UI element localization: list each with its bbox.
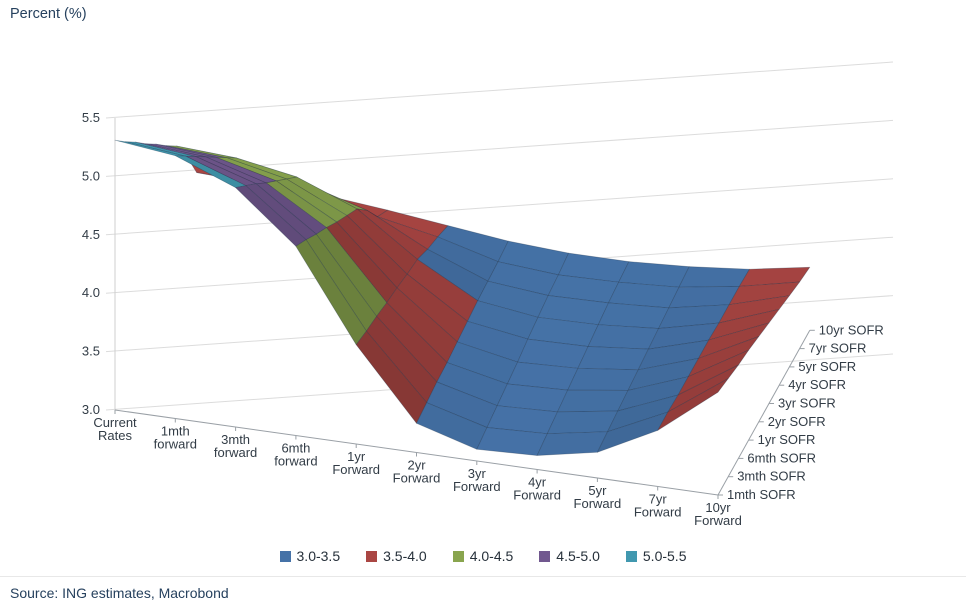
gridline (105, 178, 894, 236)
x-tick-label: 10yr Forward (694, 500, 742, 528)
chart-title: Percent (%) (10, 6, 87, 22)
x-tick-label: 1yr Forward (332, 449, 380, 477)
surface-cell (678, 266, 750, 288)
x-tick-label: 3mth forward (214, 432, 257, 460)
depth-tick-label: 6mth SOFR (747, 450, 816, 465)
depth-tick-label: 3mth SOFR (737, 469, 806, 484)
legend-item: 3.5-4.0 (366, 548, 427, 564)
source-note: Source: ING estimates, Macrobond (10, 585, 229, 601)
x-tick-label: 1mth forward (154, 424, 197, 452)
surface-cell (657, 378, 729, 431)
depth-tick-label: 5yr SOFR (798, 359, 856, 374)
x-tick-label: 5yr Forward (574, 483, 622, 511)
y-tick-label: 4.0 (82, 285, 100, 300)
y-tick-label: 3.0 (82, 402, 100, 417)
legend-swatch (625, 550, 637, 562)
depth-tick-label: 1mth SOFR (727, 487, 796, 502)
legend-label: 3.5-4.0 (383, 548, 427, 564)
legend-label: 5.0-5.5 (642, 548, 687, 564)
depth-axis-line (717, 330, 811, 496)
y-tick-label: 3.5 (82, 344, 100, 359)
legend-swatch (366, 550, 378, 562)
surface-cell (536, 431, 608, 456)
legend-item: 4.5-5.0 (539, 548, 600, 564)
surface-cell (567, 367, 639, 391)
surface-cell (577, 346, 649, 371)
legend-label: 4.5-5.0 (556, 548, 600, 564)
x-tick-label: 6mth forward (274, 441, 317, 469)
depth-tick-label: 2yr SOFR (768, 414, 826, 429)
surface-cell (587, 324, 659, 350)
legend-swatch (539, 550, 551, 562)
depth-tick-label: 4yr SOFR (788, 377, 846, 392)
surface-cell (728, 281, 800, 306)
surface-cell (698, 322, 770, 359)
surface-cell (597, 302, 670, 329)
x-tick-label: Current Rates (93, 415, 137, 443)
legend-item: 3.0-3.5 (279, 548, 341, 564)
y-tick-label: 5.0 (82, 168, 100, 183)
x-tick-label: 4yr Forward (513, 475, 561, 503)
x-tick-label: 7yr Forward (634, 492, 682, 520)
surface-plot: 3.0 3.5 4.0 4.5 5.0 5.5 Current Rates 1mth forwar… (82, 61, 894, 528)
surface-cell (557, 389, 629, 413)
legend-item: 5.0-5.5 (625, 548, 687, 564)
legend-label: 3.0-3.5 (296, 548, 341, 564)
depth-tick-label: 3yr SOFR (778, 396, 836, 411)
y-tick-label: 4.5 (82, 227, 100, 242)
surface-cell (677, 349, 749, 396)
gridline (105, 61, 894, 119)
x-tick-label: 3yr Forward (453, 466, 501, 494)
legend-swatch (279, 550, 291, 562)
legend-swatch (452, 550, 464, 562)
x-tick-label: 2yr Forward (393, 458, 441, 486)
legend: 3.0-3.5 3.5-4.0 4.0-4.5 4.5-5.0 5.0-5.5 (0, 548, 966, 564)
chart-footer: Source: ING estimates, Macrobond (0, 576, 966, 601)
surface-cell (546, 410, 619, 435)
depth-tick-label: 10yr SOFR (819, 322, 884, 337)
y-tick-label: 5.5 (82, 110, 100, 125)
depth-tick-label: 1yr SOFR (758, 432, 816, 447)
legend-item: 4.0-4.5 (452, 548, 514, 564)
depth-tick-label: 7yr SOFR (809, 341, 867, 356)
legend-label: 4.0-4.5 (469, 548, 514, 564)
